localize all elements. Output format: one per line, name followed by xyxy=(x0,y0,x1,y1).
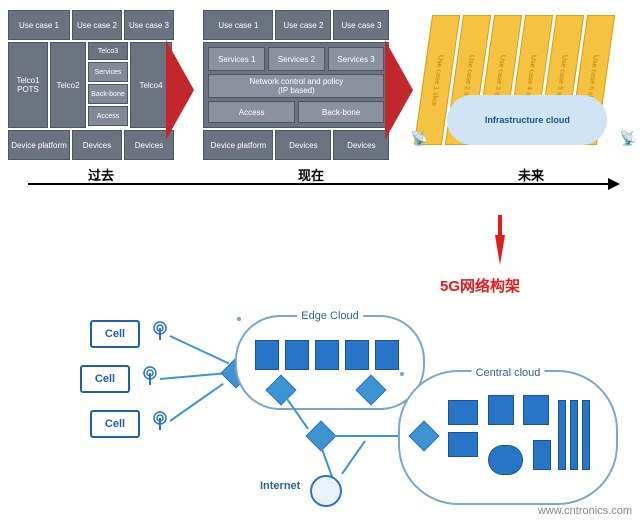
server-icon xyxy=(375,340,399,370)
central-cloud: Central cloud xyxy=(398,370,618,505)
rack-icon xyxy=(558,400,566,470)
server-icon xyxy=(315,340,339,370)
devices-1: Devices xyxy=(275,130,331,160)
tower-icon: 📡 xyxy=(620,130,637,147)
title-5g: 5G网络构架 xyxy=(440,275,520,296)
usecase-3: Use case 3 xyxy=(124,10,174,40)
db-icon xyxy=(523,395,549,425)
internet-label: Internet xyxy=(260,480,300,492)
antenna-icon xyxy=(140,365,160,385)
telco3-access: Access xyxy=(88,106,128,126)
services-1: Services 1 xyxy=(208,47,265,71)
label-present: 现在 xyxy=(298,165,324,184)
db-icon xyxy=(488,395,514,425)
usecase-3: Use case 3 xyxy=(333,10,389,40)
rack-icon xyxy=(570,400,578,470)
timeline: 过去 现在 未来 xyxy=(28,165,612,195)
backbone: Back-bone xyxy=(298,101,385,123)
devices-1: Devices xyxy=(72,130,122,160)
cell-3: Cell xyxy=(90,410,140,438)
infrastructure-cloud: Infrastructure cloud xyxy=(447,95,607,145)
network-control: Network control and policy (IP based) xyxy=(208,74,384,98)
device-platform: Device platform xyxy=(203,130,273,160)
telco3: Telco3 xyxy=(88,42,128,60)
services-3: Services 3 xyxy=(328,47,385,71)
era-past: Use case 1 Use case 2 Use case 3 Telco1 … xyxy=(8,10,175,160)
network-diagram: Cell Cell Cell Edge Cloud Central cloud … xyxy=(0,300,640,520)
usecase-2: Use case 2 xyxy=(275,10,331,40)
services-2: Services 2 xyxy=(268,47,325,71)
telco3-services: Services xyxy=(88,62,128,82)
central-cloud-label: Central cloud xyxy=(472,367,545,379)
usecase-1: Use case 1 xyxy=(203,10,273,40)
antenna-icon xyxy=(150,320,170,340)
rack-icon xyxy=(582,400,590,470)
node-icon xyxy=(533,440,551,470)
arrow-icon xyxy=(166,40,194,140)
node-icon xyxy=(448,432,478,457)
evolution-row: Use case 1 Use case 2 Use case 3 Telco1 … xyxy=(0,0,640,240)
telco2: Telco2 xyxy=(50,42,86,128)
label-past: 过去 xyxy=(88,165,114,184)
node-icon xyxy=(448,400,478,425)
server-icon xyxy=(285,340,309,370)
telco1: Telco1 POTS xyxy=(8,42,48,128)
device-platform: Device platform xyxy=(8,130,70,160)
timeline-arrow-icon xyxy=(608,178,620,190)
era-present: Use case 1 Use case 2 Use case 3 Service… xyxy=(203,10,392,160)
server-icon xyxy=(345,340,369,370)
circle-icon xyxy=(488,445,523,475)
server-icon xyxy=(255,340,279,370)
antenna-icon xyxy=(150,410,170,430)
edge-cloud-label: Edge Cloud xyxy=(297,310,363,322)
red-arrow-down-icon xyxy=(495,235,505,265)
devices-2: Devices xyxy=(333,130,389,160)
watermark: www.cntronics.com xyxy=(538,505,632,517)
edge-cloud: Edge Cloud xyxy=(235,315,425,410)
cell-2: Cell xyxy=(80,365,130,393)
cell-1: Cell xyxy=(90,320,140,348)
usecase-1: Use case 1 xyxy=(8,10,70,40)
era-future: Use case 1 slice Use case 2 slice Use ca… xyxy=(423,10,632,140)
globe-icon xyxy=(310,475,342,507)
telco3-backbone: Back-bone xyxy=(88,84,128,104)
label-future: 未来 xyxy=(518,165,544,184)
usecase-2: Use case 2 xyxy=(72,10,122,40)
arrow-icon xyxy=(385,40,413,140)
access: Access xyxy=(208,101,295,123)
